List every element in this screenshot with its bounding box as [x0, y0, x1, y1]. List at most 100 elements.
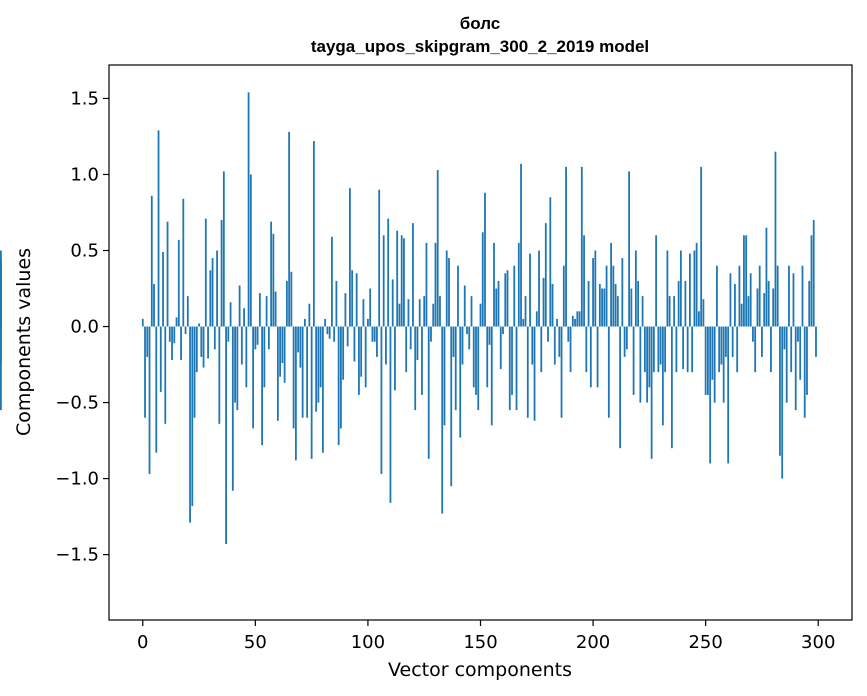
x-tick-label: 150 — [463, 632, 497, 653]
bar — [610, 242, 612, 327]
bar — [218, 326, 221, 424]
bar — [470, 296, 473, 327]
bar — [204, 218, 207, 327]
bar — [752, 326, 754, 342]
x-tick-label: 50 — [244, 632, 267, 653]
bar — [650, 326, 653, 459]
bar — [587, 280, 590, 327]
x-tick-label: 100 — [351, 632, 385, 653]
bar — [605, 265, 608, 327]
bar — [360, 326, 363, 377]
bar — [756, 288, 759, 327]
bar — [515, 326, 518, 411]
bar — [380, 326, 383, 475]
y-tick-label: −1.5 — [55, 545, 99, 566]
bar — [481, 232, 484, 327]
bar — [643, 326, 646, 373]
x-tick-label: 0 — [137, 632, 148, 653]
bar — [189, 326, 191, 523]
bar — [416, 326, 419, 360]
bar — [520, 163, 522, 327]
bar — [806, 326, 808, 395]
bar — [497, 280, 500, 327]
bar — [180, 326, 182, 360]
bar — [211, 258, 214, 327]
bar — [619, 326, 621, 449]
bar — [488, 326, 491, 345]
bar — [479, 303, 482, 327]
bar — [272, 233, 275, 327]
bar — [670, 326, 673, 449]
bar — [790, 326, 793, 373]
bar — [198, 323, 200, 327]
bar — [292, 326, 295, 429]
bar — [652, 326, 655, 373]
bar — [747, 296, 750, 327]
bar — [783, 326, 786, 350]
bar — [562, 265, 565, 327]
bar — [0, 326, 2, 411]
bar — [630, 288, 633, 327]
bar — [432, 303, 435, 327]
y-tick-label: −1.0 — [55, 469, 99, 490]
bar — [664, 326, 667, 373]
bar — [544, 223, 547, 327]
bar — [792, 273, 795, 327]
bar — [243, 308, 245, 327]
bar — [324, 318, 327, 327]
bar — [430, 326, 432, 342]
bar — [421, 326, 423, 395]
bars-group — [0, 92, 817, 544]
bar — [378, 189, 381, 327]
bar — [294, 326, 297, 461]
bar — [661, 326, 664, 426]
bar — [639, 326, 642, 403]
bar — [207, 326, 209, 359]
bar — [767, 280, 770, 327]
x-axis-ticks: 0 50 100 150 200 250 300 — [137, 620, 835, 653]
bar — [700, 166, 703, 327]
bar — [720, 326, 723, 365]
bar — [495, 288, 498, 327]
bar — [718, 326, 721, 373]
bar — [668, 296, 671, 327]
bar — [731, 326, 734, 357]
bar — [574, 318, 576, 327]
bar — [159, 326, 162, 392]
plot-frame — [108, 64, 853, 621]
bar — [637, 280, 640, 327]
bar — [508, 326, 511, 411]
bar — [141, 318, 144, 327]
bar — [529, 253, 531, 327]
bar — [412, 223, 414, 327]
bar — [162, 252, 164, 327]
bar — [391, 279, 394, 327]
bar — [472, 326, 475, 388]
bar — [558, 326, 561, 357]
y-tick-label: 1.0 — [70, 164, 99, 185]
bar — [659, 326, 662, 365]
bar — [175, 317, 178, 327]
bar — [355, 273, 358, 327]
y-axis-label: Components values — [13, 248, 35, 436]
bar — [321, 326, 324, 453]
bar — [799, 326, 802, 380]
bar — [499, 326, 502, 370]
bar — [195, 326, 198, 373]
bar — [270, 221, 273, 327]
bar — [389, 326, 392, 503]
bar — [285, 280, 288, 327]
bar — [351, 270, 354, 327]
bar — [698, 311, 700, 327]
bar — [547, 326, 549, 342]
bar — [785, 326, 788, 403]
bar — [601, 288, 603, 327]
bar — [673, 296, 676, 327]
bar — [448, 258, 450, 327]
bar — [776, 265, 779, 327]
bar — [200, 326, 203, 357]
bar — [682, 326, 685, 370]
bar — [684, 280, 687, 327]
bar — [340, 326, 342, 429]
bar — [337, 326, 340, 446]
